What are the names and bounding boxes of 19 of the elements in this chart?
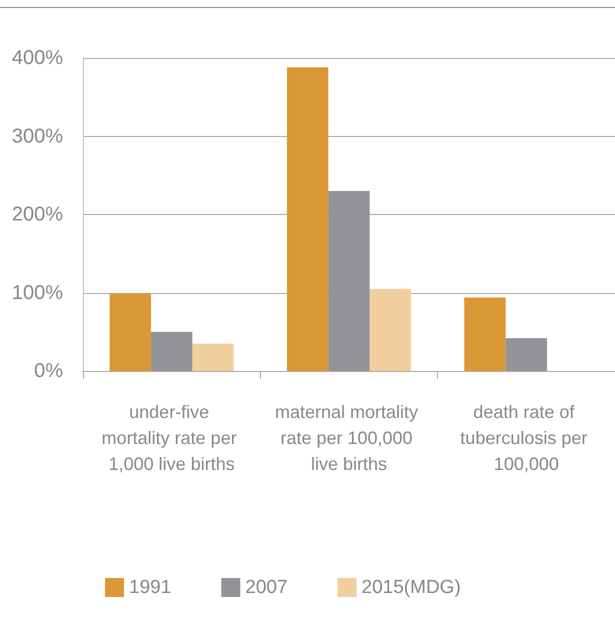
- bar: [286, 67, 328, 371]
- legend-label: 2007: [245, 577, 288, 598]
- bar: [328, 191, 370, 371]
- bar: [110, 294, 151, 371]
- bar: [506, 338, 548, 371]
- bar: [150, 332, 192, 371]
- y-tick-label: 0%: [34, 360, 64, 382]
- x-tick-label: maternal mortality rate per 100,000 live births: [274, 402, 424, 474]
- y-tick-label: 300%: [12, 125, 64, 148]
- x-tick-label: under-five mortality rate per 1,000 live births: [102, 402, 242, 474]
- x-tick-label: death rate of tuberculosis per 100,000: [460, 402, 592, 474]
- y-tick-label: 200%: [12, 204, 64, 226]
- y-tick-label: 100%: [12, 282, 64, 304]
- bar: [464, 297, 506, 371]
- bar: [192, 344, 234, 371]
- y-tick-label: 400%: [12, 47, 64, 69]
- bar: [370, 288, 412, 371]
- legend-label: 2015(MDG): [362, 577, 461, 598]
- legend-label: 1991: [129, 577, 172, 598]
